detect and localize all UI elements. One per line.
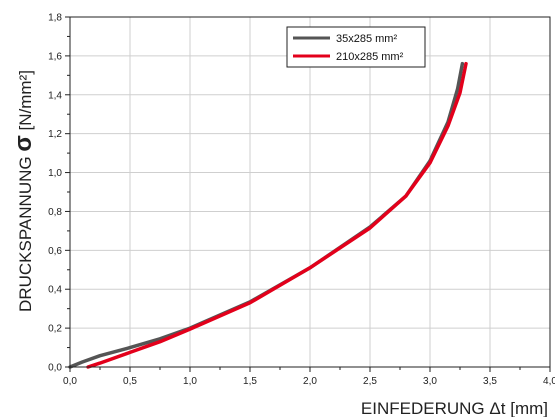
x-tick-label: 1,0 xyxy=(183,376,197,387)
y-axis-title-unit: [N/mm²] xyxy=(16,70,35,130)
x-tick-label: 1,5 xyxy=(243,376,257,387)
y-tick-label: 1,0 xyxy=(48,168,62,179)
x-axis-title-text: EINFEDERUNG xyxy=(361,399,485,417)
x-axis-title: EINFEDERUNG Δt [mm] xyxy=(361,399,548,417)
legend: 35x285 mm² 210x285 mm² xyxy=(286,26,426,68)
x-tick-label: 3,0 xyxy=(423,376,437,387)
tick-labels: 0,0 0,5 1,0 1,5 2,0 2,5 3,0 3,5 4,0 0,0 0,2 0,4 0,6 0… xyxy=(48,13,555,388)
y-tick-label: 1,2 xyxy=(48,129,62,140)
y-tick-label: 1,6 xyxy=(48,51,62,62)
ticks xyxy=(65,16,551,372)
y-axis-title-text: DRUCKSPANNUNG xyxy=(16,156,35,312)
series-line-210x285 xyxy=(86,61,468,369)
y-axis-title-symbol: σ xyxy=(10,135,37,151)
y-axis-title: DRUCKSPANNUNG σ [N/mm²] xyxy=(10,70,37,312)
x-tick-label: 3,5 xyxy=(483,376,497,387)
y-tick-label: 0,8 xyxy=(48,207,62,218)
y-tick-label: 0,6 xyxy=(48,246,62,257)
y-tick-label: 0,2 xyxy=(48,324,62,335)
x-tick-label: 0,0 xyxy=(63,376,77,387)
x-axis-title-symbol: Δt xyxy=(489,399,505,417)
legend-box xyxy=(286,26,426,68)
y-tick-label: 0,4 xyxy=(48,285,62,296)
y-tick-label: 1,4 xyxy=(48,90,62,101)
series-layer xyxy=(68,61,468,369)
legend-label-210x285: 210x285 mm² xyxy=(336,51,404,63)
grid xyxy=(70,17,550,367)
x-axis-title-unit: [mm] xyxy=(510,399,548,417)
x-tick-label: 0,5 xyxy=(123,376,137,387)
x-tick-label: 2,5 xyxy=(363,376,377,387)
legend-label-35x285: 35x285 mm² xyxy=(336,33,397,45)
x-tick-label: 4,0 xyxy=(543,376,555,387)
y-tick-label: 0,0 xyxy=(48,363,62,374)
x-tick-label: 2,0 xyxy=(303,376,317,387)
y-tick-label: 1,8 xyxy=(48,13,62,24)
